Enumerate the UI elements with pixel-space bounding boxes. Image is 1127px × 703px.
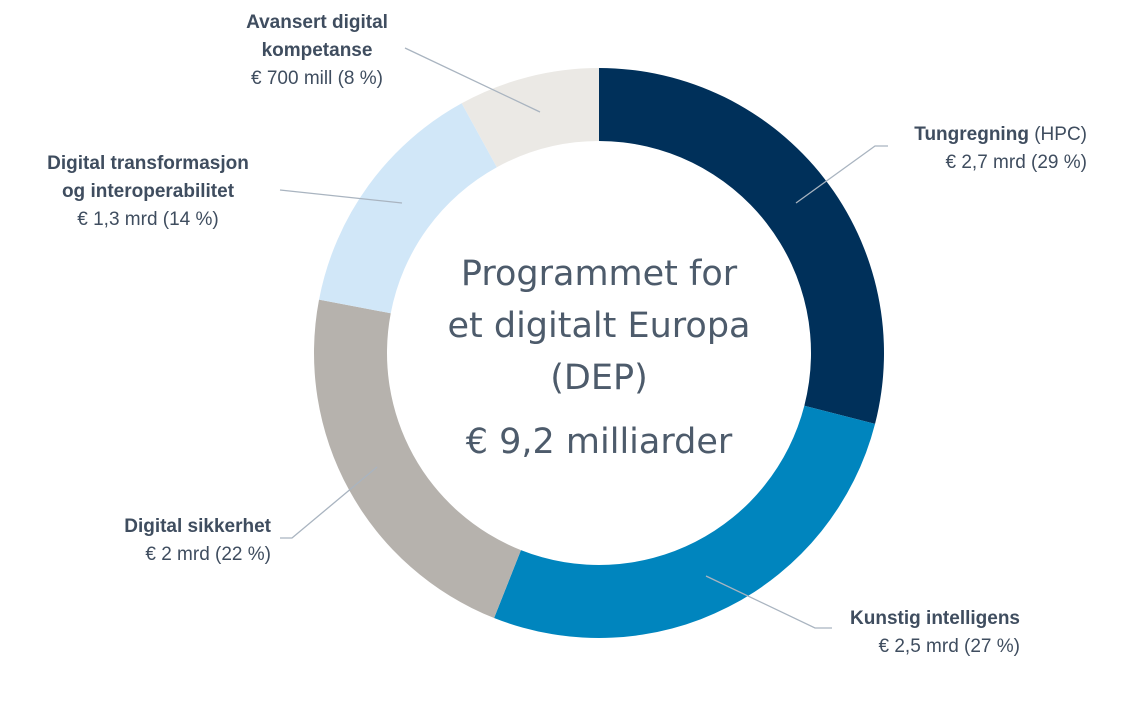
slice-label-2: Kunstig intelligens € 2,5 mrd (27 %): [850, 608, 1020, 657]
donut-slice-2: [494, 405, 876, 638]
slice-name-line: Tungregning (HPC): [914, 124, 1087, 145]
slice-label-4: Digital transformasjon og interoperabilit…: [47, 153, 249, 230]
donut-slice-5: [461, 68, 599, 168]
leader-line-4: [279, 189, 403, 204]
slice-name-line: og interoperabilitet: [62, 181, 235, 202]
slice-label-5: Avansert digital kompetanse € 700 mill (8 …: [246, 12, 388, 89]
leader-line-2: [705, 575, 832, 629]
slice-name-line: Digital transformasjon: [47, 153, 249, 174]
center-title-line: et digitalt Europa: [447, 306, 750, 346]
slice-name-suffix: (HPC): [1029, 124, 1087, 145]
slice-value: € 2,5 mrd (27 %): [879, 636, 1021, 657]
slice-label-1: Tungregning (HPC) € 2,7 mrd (29 %): [914, 124, 1087, 173]
center-title-line: Programmet for: [461, 254, 738, 294]
leader-line-5: [404, 47, 541, 113]
donut-slice-3: [313, 299, 521, 618]
donut-slices: [313, 68, 884, 638]
slice-label-3: Digital sikkerhet € 2 mrd (22 %): [124, 516, 271, 565]
leader-line-3: [280, 466, 378, 539]
slice-value: € 1,3 mrd (14 %): [77, 209, 219, 230]
leader-line-1: [795, 145, 888, 204]
slice-name-line: Avansert digital: [246, 12, 388, 33]
donut-slice-4: [319, 103, 497, 314]
center-text: Programmet for et digitalt Europa (DEP) € 9…: [447, 254, 750, 462]
slice-labels: Tungregning (HPC) € 2,7 mrd (29 %) Kunstig…: [47, 12, 1087, 657]
slice-name-line: Kunstig intelligens: [850, 608, 1020, 629]
center-title-line: (DEP): [550, 358, 647, 398]
slice-value: € 2,7 mrd (29 %): [946, 152, 1088, 173]
leader-lines: [279, 47, 888, 629]
slice-name-line: kompetanse: [262, 40, 373, 61]
slice-name-line: Digital sikkerhet: [124, 516, 271, 537]
slice-value: € 700 mill (8 %): [251, 68, 383, 89]
donut-slice-1: [599, 68, 884, 424]
center-total: € 9,2 milliarder: [466, 422, 733, 462]
slice-value: € 2 mrd (22 %): [145, 544, 271, 565]
